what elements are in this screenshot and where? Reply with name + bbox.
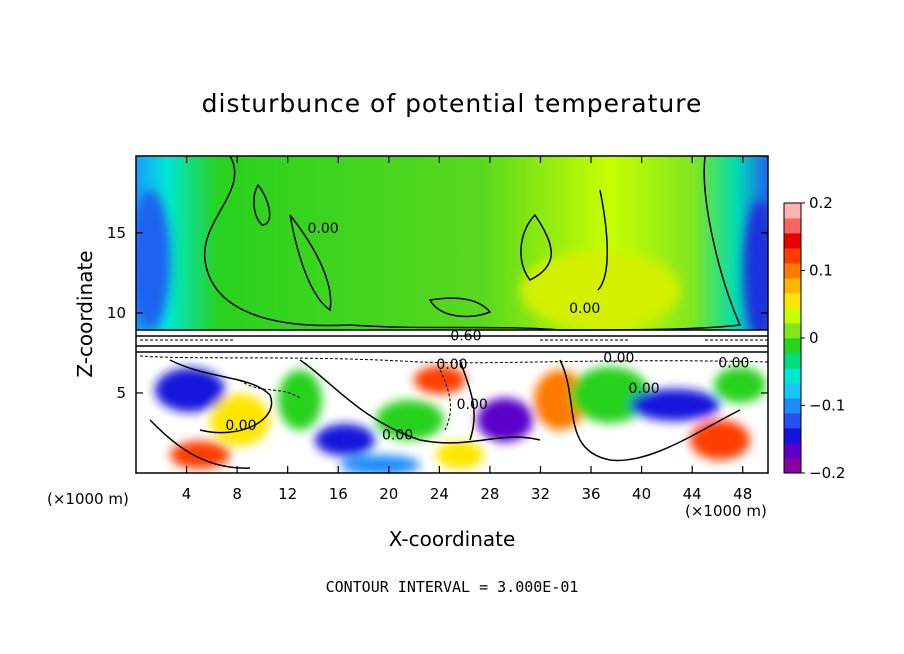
colorbar-tick-label: 0 (809, 329, 819, 347)
y-tick-label: 5 (116, 384, 126, 402)
x-tick-label: 40 (632, 485, 651, 503)
colorbar-swatch (784, 218, 801, 234)
colorbar-swatch (784, 443, 801, 459)
colorbar-swatch (784, 383, 801, 399)
plot-frame (135, 155, 769, 474)
colorbar-swatch (784, 368, 801, 384)
colorbar-swatch (784, 353, 801, 369)
colorbar-swatch (784, 308, 801, 324)
colorbar-swatch (784, 293, 801, 309)
x-tick-label: 4 (182, 485, 192, 503)
heatmap-field (136, 156, 768, 473)
contour-label: 0.00 (569, 301, 600, 317)
y-axis-title: Z-coordinate (73, 250, 97, 377)
y-tick-label: 15 (107, 224, 126, 242)
x-tick-label: 12 (278, 485, 297, 503)
contour-label: 0.00 (382, 428, 413, 444)
colorbar: 0.2 0.1 0 −0.1 −0.2 (783, 194, 845, 482)
contour-label: 0.00 (225, 418, 256, 434)
contour-label: 0.00 (603, 351, 634, 367)
x-tick-label: 8 (232, 485, 242, 503)
colorbar-swatch (784, 278, 801, 294)
colorbar-swatch (784, 323, 801, 339)
x-axis: 4 8 12 16 20 24 28 32 36 40 44 48 (182, 156, 752, 503)
colorbar-tick-label: 0.1 (809, 262, 833, 280)
chart-title: disturbunce of potential temperature (202, 89, 703, 118)
colorbar-swatch (784, 338, 801, 354)
contour-label: 0.00 (307, 221, 338, 237)
x-tick-label: 44 (683, 485, 702, 503)
colorbar-swatch (784, 263, 801, 279)
colorbar-tick-label: −0.1 (809, 397, 845, 415)
contour-label: 0.00 (457, 397, 488, 413)
x-tick-label: 48 (733, 485, 752, 503)
plot-area: 0.60 0.00 0.00 0.00 0.00 0.00 0.00 0.00 0.00 0.00… (107, 155, 769, 503)
colorbar-swatch (784, 233, 801, 249)
x-unit-label-right: (×1000 m) (685, 502, 767, 520)
contour-interval-label: CONTOUR INTERVAL = 3.000E-01 (326, 578, 579, 596)
x-tick-label: 20 (379, 485, 398, 503)
contour-label: 0.00 (718, 356, 749, 372)
x-tick-label: 24 (430, 485, 449, 503)
colorbar-swatch (784, 458, 801, 474)
colorbar-swatch (784, 398, 801, 414)
contour-label: 0.00 (436, 357, 467, 373)
contour-label: 0.00 (629, 381, 660, 397)
colorbar-swatch (784, 203, 801, 219)
colorbar-swatch (784, 428, 801, 444)
colorbar-swatch (784, 248, 801, 264)
colorbar-tick-label: −0.2 (809, 464, 845, 482)
x-tick-label: 36 (581, 485, 600, 503)
y-axis: 5 10 15 (107, 224, 768, 402)
x-tick-label: 16 (329, 485, 348, 503)
colorbar-swatch (784, 413, 801, 429)
colorbar-tick-label: 0.2 (809, 194, 833, 212)
x-tick-label: 28 (480, 485, 499, 503)
contour-label: 0.60 (450, 328, 481, 344)
y-tick-label: 10 (107, 304, 126, 322)
x-axis-title: X-coordinate (389, 527, 516, 551)
contour-labels: 0.60 0.00 0.00 0.00 0.00 0.00 0.00 0.00 0.00 0.00 (225, 221, 749, 444)
x-tick-label: 32 (531, 485, 550, 503)
x-unit-label-left: (×1000 m) (47, 490, 129, 508)
